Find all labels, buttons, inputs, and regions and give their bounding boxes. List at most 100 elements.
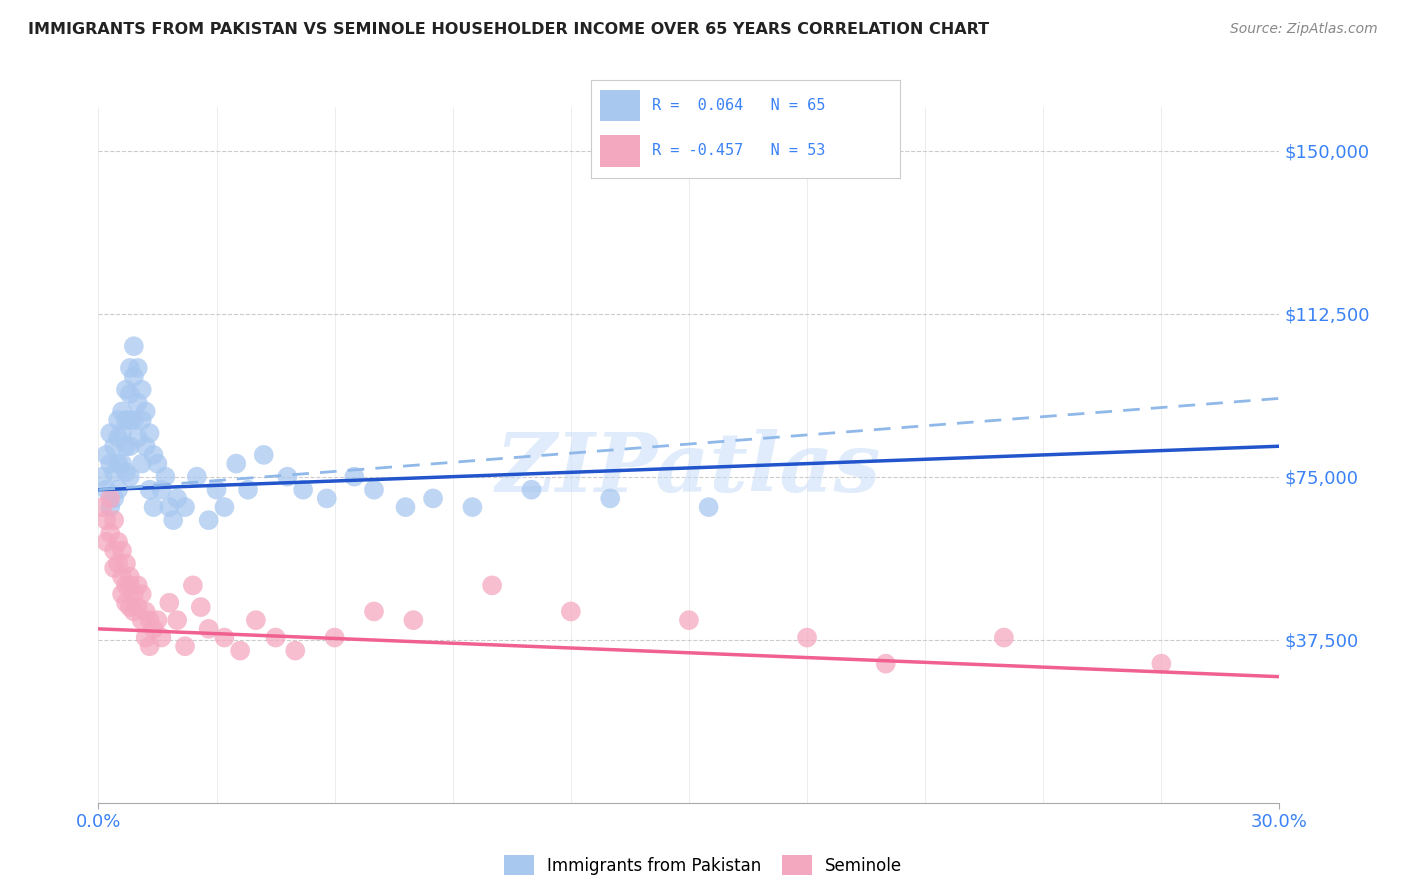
Point [118, 578, 141, 592]
Point [394, 500, 416, 514]
Point [138, 426, 160, 441]
Point [98, 491, 121, 506]
Point [107, 431, 129, 445]
Point [107, 535, 129, 549]
Point [1150, 657, 1173, 671]
Point [402, 613, 425, 627]
Point [253, 448, 276, 462]
Point [135, 605, 157, 619]
Point [91, 469, 114, 483]
Point [127, 431, 149, 445]
Point [276, 469, 298, 483]
Point [993, 631, 1015, 645]
Point [96, 535, 118, 549]
Point [520, 483, 543, 497]
Point [422, 491, 444, 506]
Bar [600, 136, 640, 167]
Point [115, 596, 138, 610]
Point [98, 457, 121, 471]
Point [111, 587, 134, 601]
Point [122, 369, 145, 384]
Point [118, 570, 141, 584]
Point [111, 570, 134, 584]
Point [560, 605, 582, 619]
Point [146, 457, 169, 471]
Point [98, 426, 121, 441]
Point [174, 639, 197, 653]
Point [131, 383, 153, 397]
Point [131, 457, 153, 471]
Point [118, 469, 141, 483]
Point [135, 439, 157, 453]
Point [115, 557, 138, 571]
Point [150, 483, 173, 497]
Point [115, 413, 138, 427]
Point [245, 613, 267, 627]
Text: R =  0.064   N = 65: R = 0.064 N = 65 [652, 98, 825, 113]
Point [481, 578, 503, 592]
Point [461, 500, 484, 514]
Point [122, 413, 145, 427]
Point [103, 491, 125, 506]
Point [205, 483, 228, 497]
Point [599, 491, 621, 506]
Point [225, 457, 247, 471]
Point [127, 396, 149, 410]
Point [343, 469, 366, 483]
Point [96, 448, 118, 462]
Point [98, 500, 121, 514]
Point [127, 578, 149, 592]
Point [91, 500, 114, 514]
Legend: Immigrants from Pakistan, Seminole: Immigrants from Pakistan, Seminole [503, 855, 903, 875]
Point [678, 613, 700, 627]
Bar [600, 90, 640, 121]
Point [157, 500, 180, 514]
Point [229, 643, 252, 657]
Point [98, 526, 121, 541]
Point [236, 483, 259, 497]
Point [138, 639, 160, 653]
Point [103, 513, 125, 527]
Point [157, 596, 180, 610]
Point [115, 383, 138, 397]
Point [174, 500, 197, 514]
Point [146, 613, 169, 627]
Point [115, 578, 138, 592]
Point [118, 600, 141, 615]
Point [96, 483, 118, 497]
Point [103, 561, 125, 575]
Point [181, 578, 204, 592]
Point [122, 339, 145, 353]
Point [115, 439, 138, 453]
Point [127, 600, 149, 615]
Point [107, 557, 129, 571]
Point [135, 404, 157, 418]
Point [315, 491, 337, 506]
Point [103, 439, 125, 453]
Point [166, 491, 188, 506]
Point [111, 543, 134, 558]
Point [162, 513, 184, 527]
Point [150, 631, 173, 645]
Point [131, 587, 153, 601]
Point [363, 483, 385, 497]
Point [138, 483, 160, 497]
Point [127, 361, 149, 376]
Point [142, 448, 165, 462]
Point [122, 605, 145, 619]
Point [118, 439, 141, 453]
Point [118, 361, 141, 376]
Point [111, 426, 134, 441]
Point [875, 657, 897, 671]
Point [118, 387, 141, 401]
Point [155, 469, 177, 483]
Point [122, 587, 145, 601]
Point [103, 466, 125, 480]
Point [323, 631, 346, 645]
Point [214, 631, 236, 645]
Point [363, 605, 385, 619]
Point [138, 613, 160, 627]
Point [142, 500, 165, 514]
Text: R = -0.457   N = 53: R = -0.457 N = 53 [652, 144, 825, 159]
Point [190, 600, 212, 615]
